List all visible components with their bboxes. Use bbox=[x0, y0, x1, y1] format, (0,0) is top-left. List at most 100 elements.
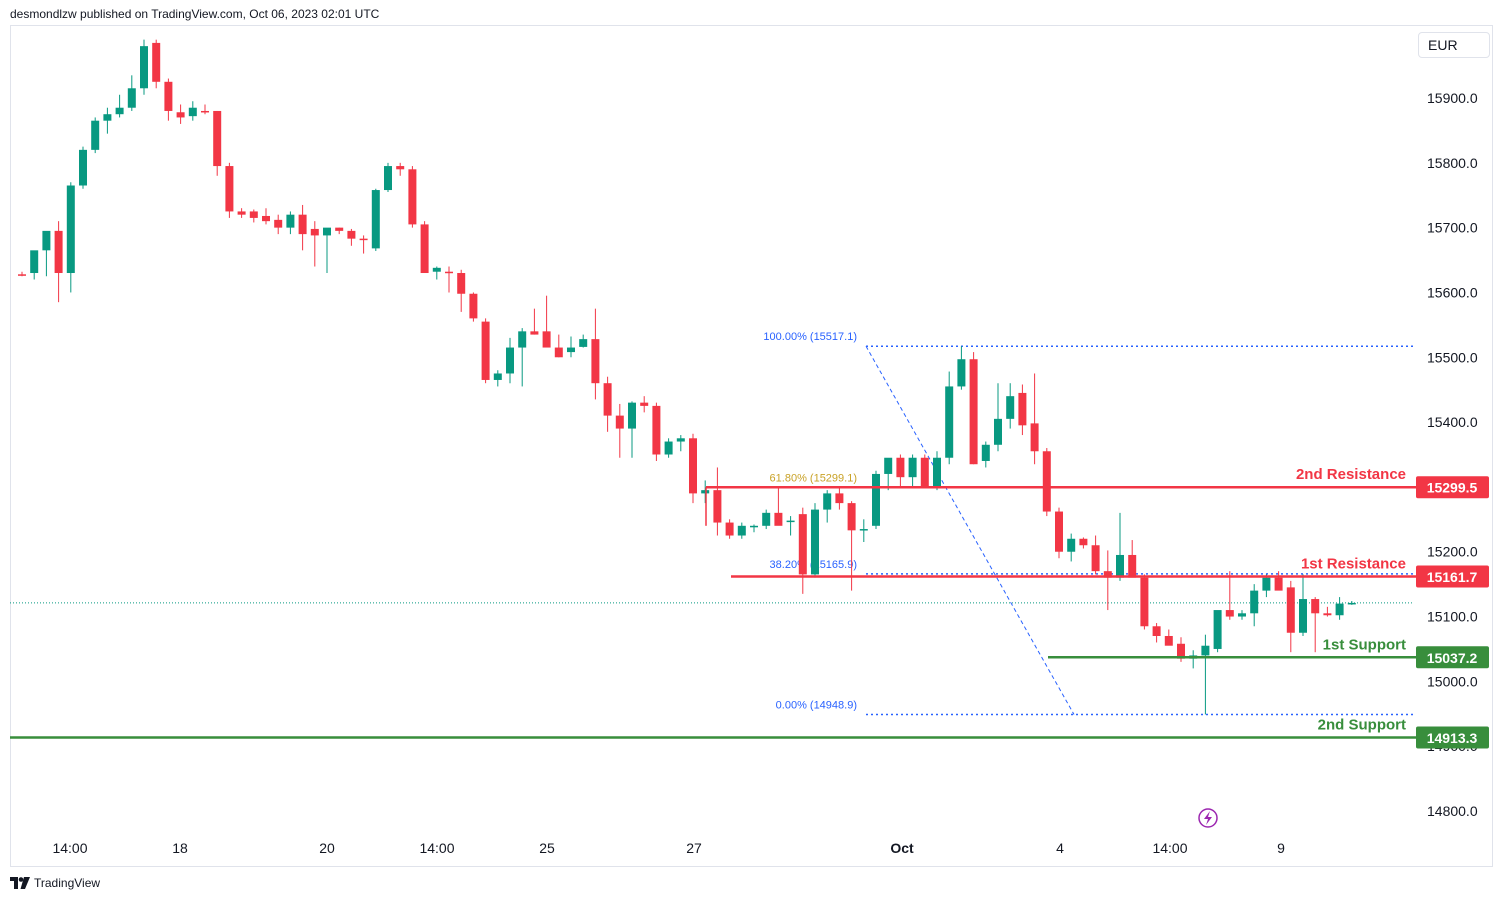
candle-body bbox=[286, 214, 295, 228]
candle-body bbox=[676, 438, 685, 442]
candle-body bbox=[1042, 451, 1051, 512]
level-1st-support: 1st Support 15037.2 bbox=[1048, 636, 1489, 669]
candle bbox=[811, 503, 819, 578]
candle-body bbox=[1274, 577, 1283, 591]
footer-brand-label: TradingView bbox=[34, 876, 101, 890]
candle-body bbox=[981, 444, 990, 461]
price-axis-ticks: 15900.0 15800.0 15700.0 15600.0 15500.0 15400… bbox=[1427, 90, 1478, 819]
candle-body bbox=[152, 42, 161, 82]
candle-body bbox=[908, 457, 917, 478]
fib-trend-line bbox=[865, 345, 1075, 715]
candle bbox=[18, 271, 26, 277]
candle-body bbox=[640, 402, 649, 406]
level-price-badge-text: 14913.3 bbox=[1427, 730, 1478, 746]
candle-body bbox=[469, 293, 478, 319]
candle bbox=[1055, 507, 1063, 559]
candle bbox=[798, 507, 807, 594]
candle-body bbox=[493, 373, 502, 380]
fib-level-label: 61.80% (15299.1) bbox=[770, 472, 857, 484]
candle-body bbox=[1140, 577, 1149, 627]
candle-body bbox=[920, 457, 929, 487]
tradingview-logo-icon bbox=[10, 877, 30, 889]
candle bbox=[237, 208, 246, 218]
price-tick-label: 15800.0 bbox=[1427, 155, 1478, 171]
candle-body bbox=[579, 339, 588, 347]
candle bbox=[591, 308, 600, 400]
footer-brand[interactable]: TradingView bbox=[10, 876, 100, 890]
candle-body bbox=[347, 230, 356, 239]
lightning-icon-bolt bbox=[1204, 811, 1212, 825]
candle bbox=[335, 227, 344, 235]
candle-body bbox=[262, 215, 270, 222]
candle bbox=[164, 78, 173, 121]
candle bbox=[835, 486, 844, 510]
candle-body bbox=[530, 331, 539, 335]
candle bbox=[652, 402, 661, 461]
candle bbox=[481, 318, 490, 384]
candle bbox=[994, 383, 1002, 452]
candle-body bbox=[1055, 511, 1063, 552]
candle-body bbox=[408, 169, 417, 225]
candle bbox=[859, 519, 868, 543]
candle bbox=[1286, 580, 1295, 653]
candle bbox=[347, 228, 356, 246]
chart-overlays bbox=[1198, 808, 1218, 828]
candle-body bbox=[1335, 603, 1344, 616]
candle-body bbox=[969, 359, 978, 465]
candle bbox=[359, 235, 368, 254]
level-price-badge bbox=[1416, 565, 1489, 588]
level-price-badge bbox=[1416, 646, 1489, 669]
candle-body bbox=[127, 88, 136, 108]
candle bbox=[1006, 383, 1015, 429]
candle bbox=[518, 328, 527, 387]
candle bbox=[762, 509, 771, 530]
candle-body bbox=[432, 267, 441, 272]
candle-body bbox=[42, 230, 51, 251]
candle-body bbox=[115, 107, 124, 115]
candle-body bbox=[1250, 590, 1259, 614]
candle bbox=[469, 292, 478, 322]
candle bbox=[396, 162, 405, 176]
level-label: 1st Resistance bbox=[1301, 556, 1406, 573]
candle bbox=[493, 370, 502, 387]
candle bbox=[945, 371, 954, 465]
candle-body bbox=[811, 509, 819, 575]
candle-body bbox=[359, 238, 368, 241]
candle bbox=[384, 162, 392, 192]
candle-body bbox=[1164, 635, 1173, 646]
candle-body bbox=[518, 331, 527, 348]
candle-body bbox=[371, 190, 380, 249]
currency-selector-button[interactable]: EUR bbox=[1418, 32, 1490, 58]
candle-body bbox=[1006, 396, 1015, 419]
candle bbox=[676, 435, 685, 452]
candle bbox=[1079, 537, 1088, 549]
candle bbox=[1225, 571, 1234, 620]
level-price-badge-text: 15161.7 bbox=[1427, 569, 1478, 585]
candle-body bbox=[835, 493, 844, 504]
level-label: 1st Support bbox=[1323, 636, 1406, 653]
candle-body bbox=[237, 211, 246, 215]
candle-body bbox=[1225, 610, 1234, 617]
lightning-icon[interactable] bbox=[1198, 808, 1218, 828]
candle-body bbox=[91, 120, 100, 150]
candle-body bbox=[945, 386, 954, 458]
candle bbox=[286, 211, 295, 235]
candle bbox=[1189, 650, 1198, 669]
candle-body bbox=[994, 418, 1002, 445]
candle bbox=[201, 104, 209, 115]
publisher-header: desmondlzw published on TradingView.com,… bbox=[10, 7, 380, 21]
candle-body bbox=[1079, 538, 1088, 546]
candle-body bbox=[1128, 554, 1137, 578]
candle-body bbox=[140, 46, 148, 89]
time-tick-label: 14:00 bbox=[419, 840, 454, 856]
candle-body bbox=[1177, 643, 1185, 659]
candle bbox=[1201, 634, 1210, 715]
candle-body bbox=[1323, 613, 1332, 616]
candle bbox=[30, 250, 39, 280]
candle-body bbox=[737, 525, 746, 536]
candle bbox=[66, 182, 75, 293]
candle bbox=[628, 401, 636, 458]
candle-body bbox=[872, 473, 880, 526]
candle bbox=[689, 433, 697, 504]
